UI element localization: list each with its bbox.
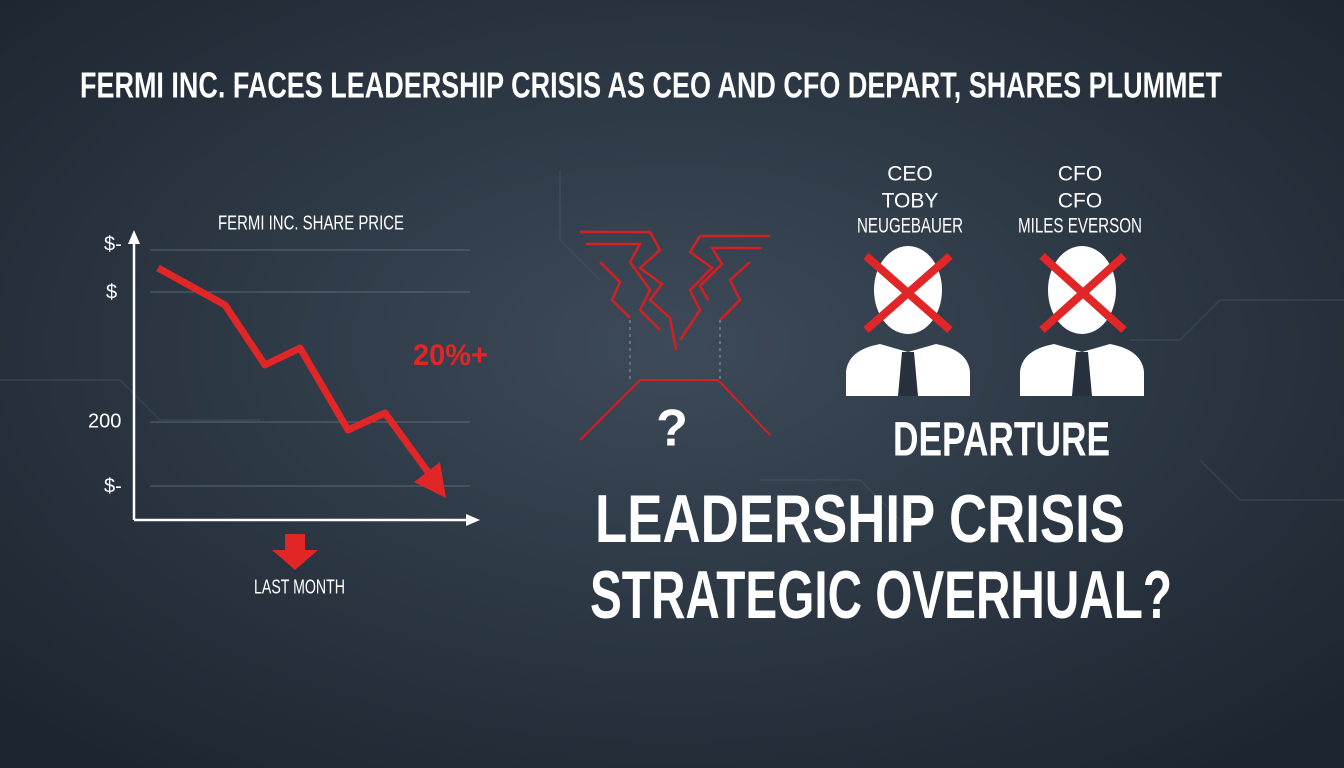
exec-name: NEUGEBAUER	[857, 215, 963, 238]
exec-role: CEO	[887, 163, 933, 186]
exec-role: CFO	[1058, 163, 1102, 186]
person-icon	[1020, 246, 1144, 396]
crack-icon	[580, 230, 770, 351]
decline-arrowhead	[414, 462, 446, 498]
question-mark: ?	[656, 400, 688, 458]
status-label: DEPARTURE	[893, 414, 1110, 467]
period-label: LAST MONTH	[254, 576, 345, 598]
y-label: $-	[104, 475, 122, 497]
page-title: FERMI INC. FACES LEADERSHIP CRISIS AS CE…	[80, 65, 1222, 106]
chart-title: FERMI INC. SHARE PRICE	[218, 212, 404, 234]
y-label: $-	[104, 233, 122, 255]
circuit-decoration	[0, 170, 1344, 521]
headline: LEADERSHIP CRISIS	[595, 481, 1125, 557]
decline-line	[156, 264, 431, 475]
person-icon	[846, 246, 970, 396]
exec-name: MILES EVERSON	[1018, 215, 1142, 238]
chart-axes	[128, 230, 480, 526]
headline: STRATEGIC OVERHUAL?	[590, 557, 1172, 633]
change-label: 20%+	[413, 339, 488, 372]
triangle-outline	[579, 379, 771, 441]
guide-lines	[629, 320, 721, 380]
down-arrow	[272, 534, 318, 570]
y-label: 200	[88, 410, 121, 432]
exec-name: TOBY	[882, 190, 939, 213]
exec-name: CFO	[1058, 190, 1102, 213]
y-label: $	[106, 281, 117, 303]
